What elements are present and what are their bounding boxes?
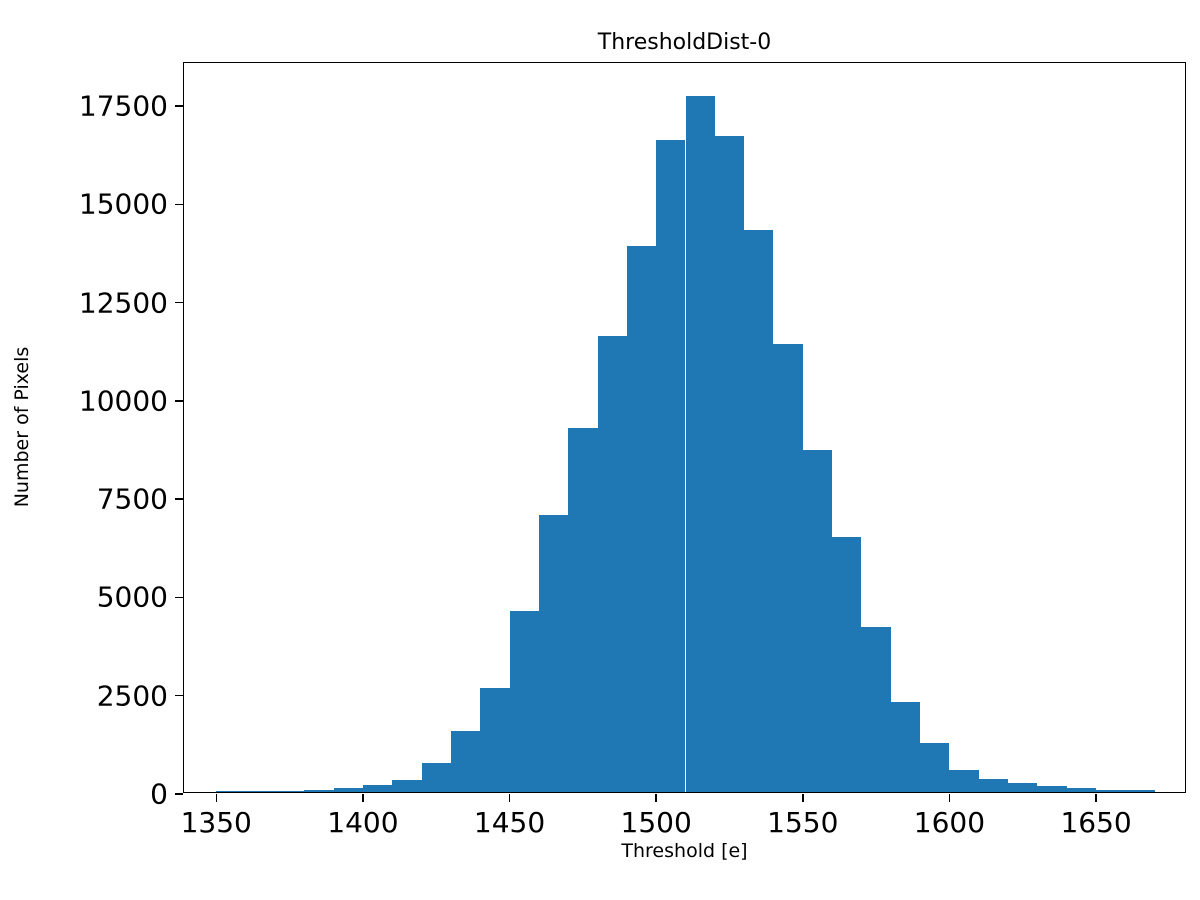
x-tick-mark <box>948 794 951 802</box>
y-tick-mark <box>174 596 183 599</box>
histogram-bar <box>685 96 715 792</box>
x-tick-mark <box>508 794 511 802</box>
histogram-bar <box>333 788 363 792</box>
histogram-bar <box>450 731 481 792</box>
y-tick-mark <box>174 498 183 500</box>
histogram-bar <box>1066 787 1097 792</box>
y-tick-label: 2500 <box>96 679 168 713</box>
x-tick-label: 1500 <box>620 806 692 839</box>
histogram-bar <box>568 428 598 792</box>
y-tick-mark <box>174 694 183 697</box>
y-tick-label: 0 <box>150 777 168 811</box>
histogram-bar <box>802 450 833 792</box>
chart-title: ThresholdDist-0 <box>597 30 772 55</box>
x-tick-label: 1550 <box>767 806 839 839</box>
histogram-bar <box>421 762 451 792</box>
y-tick-label: 17500 <box>78 89 168 123</box>
histogram-bar <box>274 790 305 792</box>
histogram-bar <box>245 791 275 792</box>
y-axis-label: Number of Pixels <box>11 346 33 508</box>
histogram-bar <box>656 139 686 792</box>
histogram-bar <box>949 770 979 792</box>
histogram-bar <box>861 626 891 792</box>
y-tick-mark <box>174 400 183 402</box>
x-tick-mark <box>215 794 217 802</box>
y-tick-label: 12500 <box>78 286 168 320</box>
histogram-bar <box>1008 782 1038 792</box>
histogram-bar <box>890 701 921 792</box>
histogram-bar <box>832 536 862 792</box>
y-tick-mark <box>174 203 183 206</box>
histogram-bar <box>216 791 246 792</box>
histogram-bar <box>304 790 334 792</box>
histogram-bar <box>773 343 803 792</box>
x-tick-mark <box>1095 794 1097 802</box>
y-tick-mark <box>174 105 183 107</box>
histogram-bar <box>538 514 569 792</box>
histogram-bar <box>597 336 627 792</box>
x-tick-mark <box>362 794 364 802</box>
histogram-bar <box>1125 790 1155 792</box>
histogram-bar <box>362 785 393 792</box>
x-tick-label: 1600 <box>913 806 986 839</box>
histogram-bar <box>392 780 422 792</box>
histogram-bar <box>1037 785 1067 792</box>
x-tick-mark <box>655 794 657 802</box>
x-tick-label: 1350 <box>180 806 252 839</box>
x-tick-label: 1650 <box>1060 806 1132 839</box>
histogram-bar <box>480 687 510 792</box>
plot-area: 1350 1400 1450 1500 1550 1600 1650 0 2500 5000 750… <box>79 62 1186 839</box>
x-axis-label: Threshold [e] <box>621 840 748 862</box>
y-tick-label: 5000 <box>96 580 168 614</box>
bars-layer <box>184 63 1185 792</box>
x-tick-mark <box>802 794 804 802</box>
y-tick-mark <box>174 301 183 304</box>
histogram-bar <box>744 230 774 792</box>
x-tick-label: 1450 <box>473 806 546 839</box>
y-tick-label: 7500 <box>96 482 168 516</box>
histogram-bar <box>978 779 1009 792</box>
histogram-bar <box>626 245 657 792</box>
y-tick-label: 15000 <box>78 187 168 221</box>
histogram-bar <box>714 135 745 792</box>
y-tick-label: 10000 <box>78 384 168 418</box>
histogram-bar <box>1096 789 1126 792</box>
histogram-bar <box>509 611 539 792</box>
histogram-bar <box>920 742 950 792</box>
y-tick-mark <box>174 793 183 795</box>
x-tick-label: 1400 <box>327 806 399 839</box>
